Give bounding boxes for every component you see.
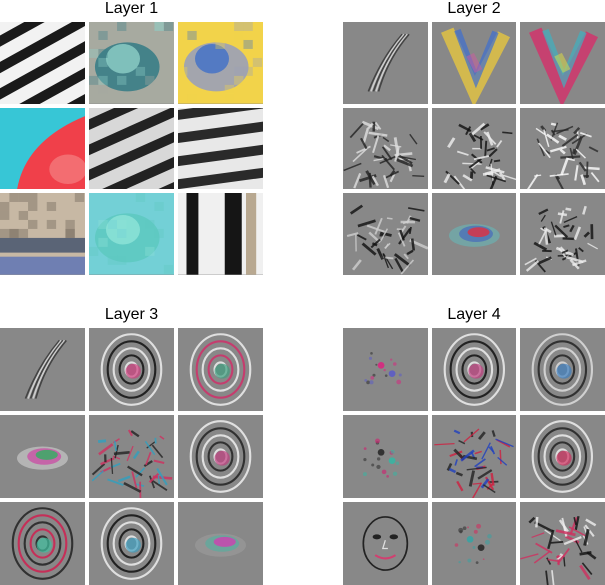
eye-rings-icon [431, 328, 517, 411]
panel-layer-4: Layer 4 [343, 306, 605, 585]
faint-blob-icon [431, 502, 517, 585]
gray-black-diagonal-stripes-icon [89, 107, 174, 190]
green-magenta-blob-icon [0, 415, 85, 498]
panel-layer-3: Layer 3 [0, 306, 263, 585]
panel-title: Layer 1 [104, 0, 159, 17]
feature-grid [343, 328, 605, 585]
spiral-texture-icon [520, 328, 605, 411]
curved-stroke-icon [343, 22, 428, 104]
diagonal-stroke-icon [0, 328, 85, 411]
bird-texture-icon [520, 502, 605, 585]
feature-grid [0, 22, 263, 275]
yellow-blue-v-shape-icon [431, 22, 517, 104]
red-line-texture-icon [431, 415, 517, 498]
concentric-rings-icon [89, 328, 174, 411]
face-pattern-icon [343, 502, 428, 585]
textured-circle-icon [343, 107, 428, 190]
panel-title: Layer 3 [104, 306, 159, 323]
beige-blue-horizontal-bands-icon [0, 193, 85, 275]
pink-ring-pattern-icon [178, 328, 263, 411]
feature-grid [343, 22, 605, 275]
diagonal-line-texture-icon [520, 107, 605, 190]
dark-blob-texture-icon [343, 193, 428, 275]
u-shape-pattern-icon [178, 415, 263, 498]
black-white-diagonal-stripes-icon [0, 22, 85, 104]
aqua-mottled-patch-icon [89, 193, 174, 275]
feature-grid [0, 328, 263, 585]
red-blue-smear-icon [431, 193, 517, 275]
cyan-red-split-icon [0, 107, 85, 190]
small-eyes-pattern-icon [343, 328, 428, 411]
colorful-texture-icon [89, 415, 174, 498]
blue-yellow-patch-icon [178, 22, 263, 104]
horizontal-bar-texture-icon [431, 107, 517, 190]
teal-gray-blob-icon [89, 22, 174, 104]
panel-layer-2: Layer 2 [343, 0, 605, 275]
panel-title: Layer 4 [447, 306, 501, 323]
panel-title: Layer 2 [447, 0, 501, 17]
pink-dot-icon [343, 415, 428, 498]
swirl-rings-icon [89, 502, 174, 585]
black-white-horizontal-stripes-icon [178, 107, 263, 190]
comb-texture-icon [520, 193, 605, 275]
black-white-vertical-bars-icon [178, 193, 263, 275]
panel-layer-1: Layer 1 [0, 0, 263, 275]
dog-face-pattern-icon [520, 415, 605, 498]
magenta-v-shape-icon [520, 22, 605, 104]
magenta-soft-blob-icon [178, 502, 263, 585]
red-oval-blob-icon [0, 502, 85, 585]
